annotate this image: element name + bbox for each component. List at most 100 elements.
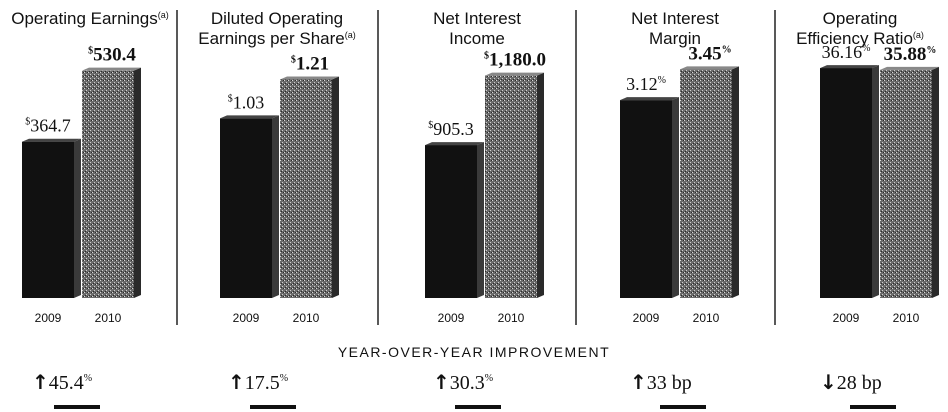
title-footnote: (a) bbox=[345, 30, 356, 40]
value-suffix: % bbox=[926, 45, 936, 56]
panel-title: Operating Earnings(a) bbox=[11, 9, 168, 28]
panel-title: Operating Efficiency Ratio(a) bbox=[796, 9, 924, 48]
value-number: 1,180.0 bbox=[489, 50, 546, 71]
yoy-item: ↓28 bp bbox=[820, 370, 948, 412]
yoy-item: ↑17.5% bbox=[228, 370, 388, 412]
year-label: 2010 bbox=[893, 311, 920, 325]
arrow-down-icon: ↓ bbox=[820, 370, 837, 394]
value-suffix: % bbox=[658, 75, 666, 86]
value-prefix: $ bbox=[484, 51, 489, 62]
year-label: 2009 bbox=[438, 311, 465, 325]
value-number: 1.21 bbox=[296, 53, 329, 74]
value-label: $1,180.0 bbox=[484, 50, 546, 71]
value-number: 35.88 bbox=[884, 44, 927, 65]
kpi-panel: Operating Earnings(a) $364.7 2009 $530.4 201… bbox=[11, 9, 168, 325]
bar-2009 bbox=[820, 68, 872, 298]
yoy-underline bbox=[455, 405, 501, 409]
value-label: 36.16% bbox=[822, 42, 871, 62]
value-label: $1.03 bbox=[228, 92, 265, 112]
value-label: $364.7 bbox=[25, 116, 71, 136]
yoy-item: ↑45.4% bbox=[32, 370, 192, 412]
panel-title-line: Net Interest bbox=[631, 9, 719, 28]
arrow-up-icon: ↑ bbox=[630, 370, 647, 394]
panel-title-line: Income bbox=[449, 29, 505, 48]
value-label: $1.21 bbox=[291, 53, 329, 74]
yoy-underline bbox=[54, 405, 100, 409]
value-label: 35.88% bbox=[884, 44, 937, 65]
year-label: 2009 bbox=[833, 311, 860, 325]
value-number: 36.16 bbox=[822, 42, 863, 62]
yoy-row: ↑45.4% ↑17.5% ↑30.3% ↑33 bp ↓28 bp bbox=[0, 370, 948, 412]
value-label: $530.4 bbox=[88, 45, 136, 66]
panel-title: Net Interest Income bbox=[433, 9, 521, 48]
kpi-charts: Operating Earnings(a)$364.72009$530.4201… bbox=[11, 9, 939, 325]
value-number: 364.7 bbox=[30, 116, 71, 136]
arrow-up-icon: ↑ bbox=[433, 370, 450, 394]
bar-side bbox=[332, 76, 339, 299]
bar-top bbox=[82, 67, 141, 71]
kpi-panel: Operating Efficiency Ratio(a)36.16% 2009 35… bbox=[796, 9, 939, 325]
yoy-value: 30.3 bbox=[449, 372, 485, 394]
bar-top bbox=[280, 76, 339, 80]
yoy-item: ↑30.3% bbox=[433, 370, 593, 412]
value-label: 3.12% bbox=[626, 74, 666, 94]
bar-top bbox=[485, 72, 544, 76]
bar-side bbox=[134, 67, 141, 298]
panel-title-line: Margin bbox=[649, 29, 701, 48]
bar-top bbox=[820, 65, 879, 69]
bar-top bbox=[620, 97, 679, 101]
bar-side bbox=[672, 97, 679, 298]
value-prefix: $ bbox=[428, 120, 433, 131]
panel-title-line: Diluted Operating bbox=[211, 9, 343, 28]
yoy-suffix: % bbox=[279, 373, 289, 384]
year-label: 2009 bbox=[633, 311, 660, 325]
yoy-value: 28 bp bbox=[836, 372, 882, 394]
yoy-suffix: % bbox=[484, 373, 494, 384]
yoy-value: 33 bp bbox=[646, 372, 692, 394]
kpi-panel: Net Interest Margin 3.12% 2009 3.45% 2010 bbox=[620, 9, 739, 325]
yoy-header: YEAR-OVER-YEAR IMPROVEMENT bbox=[337, 344, 611, 360]
year-label: 2009 bbox=[35, 311, 62, 325]
bar-2010 bbox=[280, 79, 332, 299]
value-number: 530.4 bbox=[93, 45, 136, 66]
value-number: 3.45 bbox=[688, 43, 721, 64]
value-prefix: $ bbox=[228, 93, 233, 104]
bar-top bbox=[425, 142, 484, 146]
year-label: 2009 bbox=[233, 311, 260, 325]
value-label: $905.3 bbox=[428, 119, 474, 139]
value-prefix: $ bbox=[88, 46, 93, 57]
yoy-value: 17.5 bbox=[244, 372, 280, 394]
arrow-up-icon: ↑ bbox=[32, 370, 49, 394]
title-footnote: (a) bbox=[158, 10, 169, 20]
kpi-panel: Net Interest Income $905.3 2009 $1,180.0 2010 bbox=[425, 9, 546, 325]
value-prefix: $ bbox=[291, 54, 296, 65]
value-number: 905.3 bbox=[433, 119, 474, 139]
bar-side bbox=[932, 66, 939, 298]
bar-2009 bbox=[620, 100, 672, 298]
panel-title-line: Operating Earnings bbox=[11, 9, 157, 28]
yoy-underline bbox=[250, 405, 296, 409]
bar-side bbox=[477, 142, 484, 298]
bar-2010 bbox=[485, 75, 537, 299]
bar-2009 bbox=[220, 118, 272, 298]
bar-top bbox=[22, 138, 81, 142]
bar-side bbox=[872, 65, 879, 298]
bar-2009 bbox=[22, 141, 74, 298]
year-label: 2010 bbox=[95, 311, 122, 325]
bar-side bbox=[272, 115, 279, 298]
bar-top bbox=[880, 66, 939, 70]
value-prefix: $ bbox=[25, 117, 30, 128]
panel-title-line: Net Interest bbox=[433, 9, 521, 28]
yoy-underline bbox=[850, 405, 896, 409]
value-suffix: % bbox=[722, 44, 732, 55]
arrow-up-icon: ↑ bbox=[228, 370, 245, 394]
bar-top bbox=[680, 66, 739, 70]
kpi-panel: Diluted Operating Earnings per Share(a) $1… bbox=[198, 9, 355, 325]
bar-2009 bbox=[425, 145, 477, 298]
bar-2010 bbox=[680, 69, 732, 298]
panel-title: Diluted Operating Earnings per Share(a) bbox=[198, 9, 355, 48]
year-label: 2010 bbox=[693, 311, 720, 325]
yoy-value: 45.4 bbox=[48, 372, 84, 394]
value-suffix: % bbox=[862, 43, 870, 54]
bar-2010 bbox=[880, 69, 932, 298]
